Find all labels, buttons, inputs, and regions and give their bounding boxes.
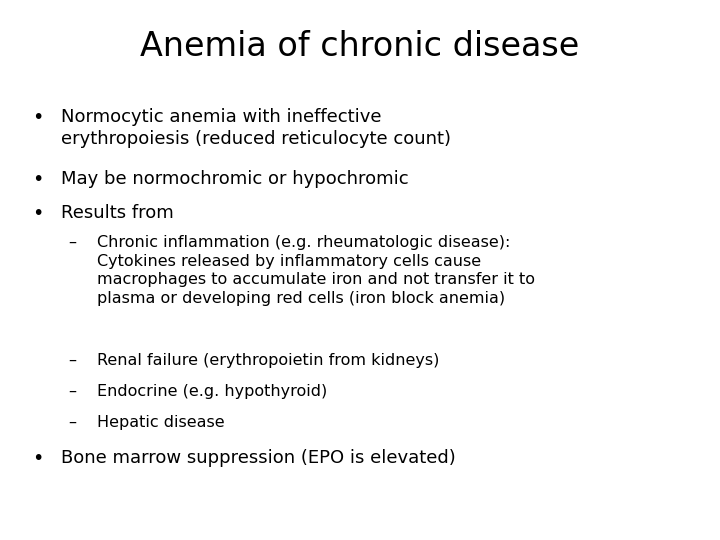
Text: Results from: Results from	[61, 204, 174, 221]
Text: –: –	[68, 384, 76, 399]
Text: •: •	[32, 108, 44, 127]
Text: –: –	[68, 353, 76, 368]
Text: •: •	[32, 170, 44, 189]
Text: Hepatic disease: Hepatic disease	[97, 415, 225, 430]
Text: Normocytic anemia with ineffective
erythropoiesis (reduced reticulocyte count): Normocytic anemia with ineffective eryth…	[61, 108, 451, 148]
Text: •: •	[32, 204, 44, 222]
Text: •: •	[32, 449, 44, 468]
Text: May be normochromic or hypochromic: May be normochromic or hypochromic	[61, 170, 409, 188]
Text: –: –	[68, 415, 76, 430]
Text: Endocrine (e.g. hypothyroid): Endocrine (e.g. hypothyroid)	[97, 384, 328, 399]
Text: Anemia of chronic disease: Anemia of chronic disease	[140, 30, 580, 63]
Text: Chronic inflammation (e.g. rheumatologic disease):
Cytokines released by inflamm: Chronic inflammation (e.g. rheumatologic…	[97, 235, 535, 306]
Text: Bone marrow suppression (EPO is elevated): Bone marrow suppression (EPO is elevated…	[61, 449, 456, 467]
Text: Renal failure (erythropoietin from kidneys): Renal failure (erythropoietin from kidne…	[97, 353, 440, 368]
Text: –: –	[68, 235, 76, 250]
